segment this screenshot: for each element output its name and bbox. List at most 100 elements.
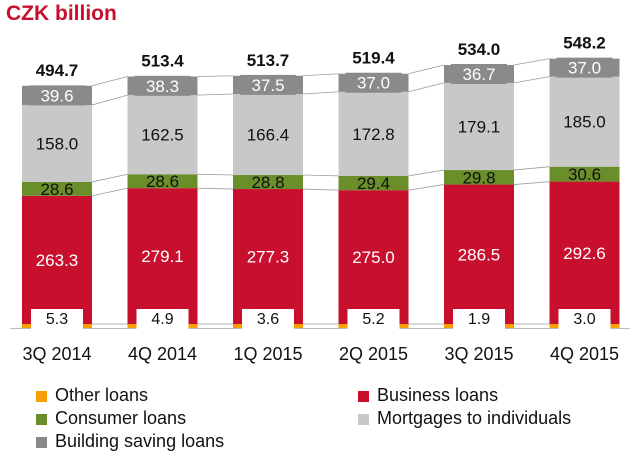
label-box-building-saving-2q-2015 xyxy=(345,72,402,93)
segment-label-other-loans-4q-2014: 4.9 xyxy=(151,311,173,328)
bar-segment-consumer-loans-1q-2015 xyxy=(233,175,303,190)
bar-segment-business-loans-3q-2015 xyxy=(444,184,514,324)
total-label-1q-2015: 513.7 xyxy=(247,51,290,70)
segment-label-consumer-loans-4q-2014: 28.6 xyxy=(146,172,179,191)
legend-item-mortgages: Mortgages to individuals xyxy=(358,407,571,429)
legend-item-business-loans: Business loans xyxy=(358,384,498,406)
bar-segment-mortgages-to-individuals-4q-2015 xyxy=(549,76,620,167)
bar-segment-business-loans-1q-2015 xyxy=(233,189,303,324)
segment-label-building-saving-4q-2015: 37.0 xyxy=(568,59,601,78)
segment-label-mortgages-to-individuals-2q-2015: 172.8 xyxy=(352,125,395,144)
bar-segment-consumer-loans-4q-2014 xyxy=(127,174,198,189)
label-box-other-loans-2q-2015 xyxy=(347,309,400,329)
segment-label-mortgages-to-individuals-1q-2015: 166.4 xyxy=(247,126,290,145)
connector-line-business-loans-3 xyxy=(408,184,445,191)
connector-line-business-loans-0 xyxy=(91,187,128,197)
legend-label-building-saving: Building saving loans xyxy=(55,430,225,451)
total-label-3q-2014: 494.7 xyxy=(36,61,79,80)
label-box-building-saving-4q-2015 xyxy=(556,57,613,78)
connector-line-building-saving-loans-3 xyxy=(408,64,445,75)
total-label-4q-2014: 513.4 xyxy=(141,52,184,71)
bar-segment-consumer-loans-2q-2015 xyxy=(338,175,409,191)
connector-line-business-loans-2 xyxy=(302,188,339,191)
connector-line-business-loans-1 xyxy=(197,187,234,190)
category-label-4q-2015: 4Q 2015 xyxy=(550,344,619,364)
label-box-building-saving-4q-2014 xyxy=(134,75,191,96)
segment-label-business-loans-1q-2015: 277.3 xyxy=(247,248,290,267)
legend-swatch-mortgages xyxy=(358,413,369,425)
segment-label-mortgages-to-individuals-3q-2014: 158.0 xyxy=(36,134,79,153)
stacked-bar-chart: 5.3 263.3 28.6 158.0 39.6 494.7 3Q 2014 4.9 279.… xyxy=(10,34,630,364)
bar-segment-mortgages-to-individuals-4q-2014 xyxy=(127,95,198,175)
segment-label-consumer-loans-4q-2015: 30.6 xyxy=(568,165,601,184)
segment-label-other-loans-3q-2015: 1.9 xyxy=(468,311,490,328)
category-label-2q-2015: 2Q 2015 xyxy=(339,344,408,364)
label-box-building-saving-1q-2015 xyxy=(240,74,296,95)
segment-label-business-loans-4q-2015: 292.6 xyxy=(563,244,606,263)
bar-segment-mortgages-to-individuals-1q-2015 xyxy=(233,94,303,176)
connector-line-mortgages-to-individuals-0 xyxy=(91,94,128,106)
connector-line-building-saving-loans-2 xyxy=(302,73,339,77)
label-box-other-loans-4q-2014 xyxy=(136,309,189,329)
legend-swatch-other-loans xyxy=(36,390,47,402)
legend-label-mortgages: Mortgages to individuals xyxy=(377,407,572,428)
bar-segment-business-loans-3q-2014 xyxy=(22,195,92,324)
segment-label-building-saving-1q-2015: 37.5 xyxy=(251,76,284,95)
segment-label-building-saving-4q-2014: 38.3 xyxy=(146,77,179,96)
segment-label-consumer-loans-1q-2015: 28.8 xyxy=(251,173,284,192)
bar-segment-business-loans-4q-2015 xyxy=(549,181,620,324)
bar-segment-consumer-loans-3q-2014 xyxy=(22,181,92,196)
legend-label-other-loans: Other loans xyxy=(55,384,149,405)
segment-label-other-loans-1q-2015: 3.6 xyxy=(257,311,279,328)
bar-segment-business-loans-4q-2014 xyxy=(127,188,198,324)
legend-label-business-loans: Business loans xyxy=(377,384,499,405)
category-label-3q-2014: 3Q 2014 xyxy=(22,344,91,364)
bar-segment-business-loans-2q-2015 xyxy=(338,190,409,324)
legend-item-other-loans: Other loans xyxy=(36,384,148,406)
bar-segment-mortgages-to-individuals-3q-2014 xyxy=(22,105,92,182)
connector-line-mortgages-to-individuals-1 xyxy=(197,93,234,96)
connector-line-business-loans-4 xyxy=(513,181,550,185)
segment-label-mortgages-to-individuals-3q-2015: 179.1 xyxy=(458,117,501,136)
label-box-other-loans-1q-2015 xyxy=(242,309,294,329)
connector-line-consumer-loans-3 xyxy=(408,169,445,177)
legend-label-consumer-loans: Consumer loans xyxy=(55,407,187,428)
segment-label-other-loans-2q-2015: 5.2 xyxy=(362,311,384,328)
bar-segment-mortgages-to-individuals-2q-2015 xyxy=(338,91,409,176)
category-label-4q-2014: 4Q 2014 xyxy=(128,344,197,364)
legend-item-building-saving-loans: Building saving loans xyxy=(36,430,224,452)
segment-label-business-loans-3q-2015: 286.5 xyxy=(458,245,501,264)
total-label-2q-2015: 519.4 xyxy=(352,49,395,68)
segment-label-other-loans-3q-2014: 5.3 xyxy=(46,311,68,328)
label-box-building-saving-3q-2014 xyxy=(29,85,85,106)
label-box-other-loans-3q-2015 xyxy=(453,309,505,329)
connector-line-building-saving-loans-1 xyxy=(197,75,234,77)
chart-legend: Other loans Business loans Consumer loan… xyxy=(0,380,640,458)
total-label-4q-2015: 548.2 xyxy=(563,34,606,53)
bar-segment-consumer-loans-4q-2015 xyxy=(549,166,620,182)
connector-line-consumer-loans-1 xyxy=(197,173,234,176)
segment-label-mortgages-to-individuals-4q-2014: 162.5 xyxy=(141,126,184,145)
segment-label-building-saving-3q-2014: 39.6 xyxy=(40,86,73,105)
segment-label-business-loans-4q-2014: 279.1 xyxy=(141,247,184,266)
connector-line-mortgages-to-individuals-2 xyxy=(302,91,339,95)
total-label-3q-2015: 534.0 xyxy=(458,40,501,59)
connector-line-consumer-loans-0 xyxy=(91,173,128,183)
connector-line-consumer-loans-2 xyxy=(302,174,339,177)
segment-label-business-loans-3q-2014: 263.3 xyxy=(36,251,79,270)
connector-line-building-saving-loans-0 xyxy=(91,76,128,87)
segment-label-building-saving-3q-2015: 36.7 xyxy=(462,65,495,84)
legend-swatch-business-loans xyxy=(358,390,369,402)
connector-line-consumer-loans-4 xyxy=(513,166,550,171)
segment-label-business-loans-2q-2015: 275.0 xyxy=(352,248,395,267)
connector-line-building-saving-loans-4 xyxy=(513,58,550,66)
segment-label-building-saving-2q-2015: 37.0 xyxy=(357,74,390,93)
segment-label-mortgages-to-individuals-4q-2015: 185.0 xyxy=(563,113,606,132)
segment-label-consumer-loans-2q-2015: 29.4 xyxy=(357,174,390,193)
category-label-1q-2015: 1Q 2015 xyxy=(233,344,302,364)
category-label-3q-2015: 3Q 2015 xyxy=(444,344,513,364)
label-box-other-loans-4q-2015 xyxy=(558,309,611,329)
bar-segment-mortgages-to-individuals-3q-2015 xyxy=(444,82,514,171)
legend-item-consumer-loans: Consumer loans xyxy=(36,407,186,429)
legend-swatch-building-saving xyxy=(36,436,47,448)
